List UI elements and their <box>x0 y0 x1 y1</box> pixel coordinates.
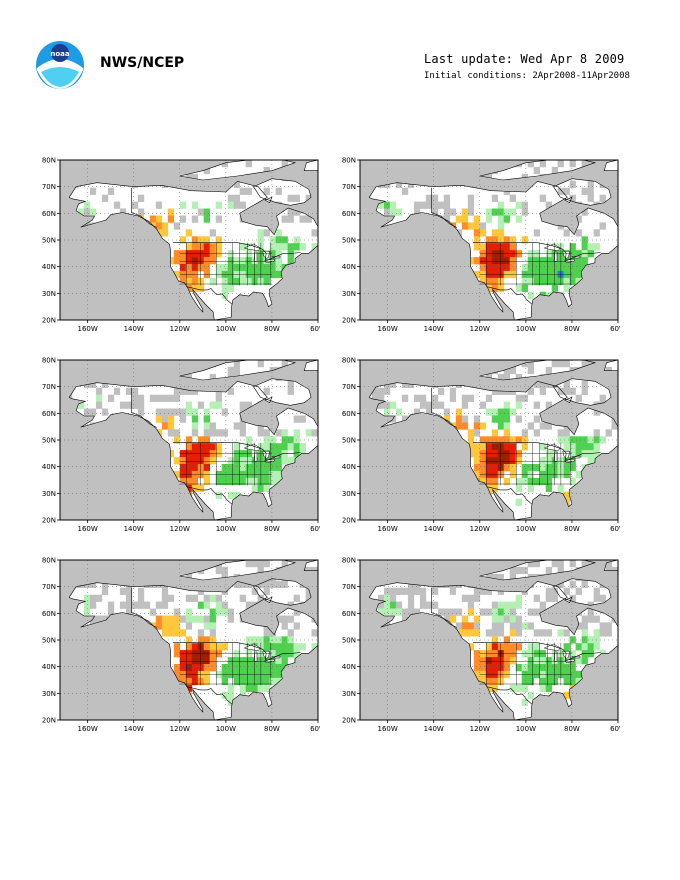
logo-wordmark: noaa <box>50 50 70 58</box>
lat-tick-label: 70N <box>42 183 56 191</box>
lon-tick-label: 100W <box>216 725 236 733</box>
lon-tick-label: 60W <box>310 325 320 333</box>
lon-tick-label: 100W <box>516 725 536 733</box>
lat-tick-label: 30N <box>342 290 356 298</box>
lat-tick-label: 20N <box>342 717 356 725</box>
lon-tick-label: 160W <box>77 725 97 733</box>
lon-tick-label: 60W <box>310 725 320 733</box>
lon-tick-label: 120W <box>470 525 490 533</box>
lon-tick-label: 140W <box>424 725 444 733</box>
lon-tick-label: 140W <box>124 725 144 733</box>
lat-tick-label: 20N <box>42 317 56 325</box>
lat-tick-label: 50N <box>42 437 56 445</box>
lat-tick-label: 40N <box>342 263 356 271</box>
lon-tick-label: 120W <box>170 525 190 533</box>
lon-tick-label: 80W <box>264 525 280 533</box>
lon-tick-label: 100W <box>216 525 236 533</box>
lat-tick-label: 20N <box>42 517 56 525</box>
lon-tick-label: 160W <box>377 725 397 733</box>
lat-tick-label: 30N <box>42 290 56 298</box>
lat-tick-label: 20N <box>342 517 356 525</box>
lon-tick-label: 80W <box>264 325 280 333</box>
lon-tick-label: 160W <box>77 525 97 533</box>
lon-tick-label: 60W <box>310 525 320 533</box>
lat-tick-label: 20N <box>42 717 56 725</box>
lon-tick-label: 100W <box>516 325 536 333</box>
lat-tick-label: 50N <box>42 237 56 245</box>
initial-conditions-text: Initial conditions: 2Apr2008-11Apr2008 <box>424 71 630 81</box>
lat-tick-label: 60N <box>42 210 56 218</box>
map-panel-4: 80N 70N 60N 50N 40N 30N 20N 160W 140W 120W 100W 80W… <box>340 355 620 535</box>
lat-tick-label: 60N <box>42 610 56 618</box>
lat-tick-label: 60N <box>342 210 356 218</box>
lat-tick-label: 40N <box>342 463 356 471</box>
lon-tick-label: 60W <box>610 525 620 533</box>
lon-tick-label: 160W <box>377 525 397 533</box>
lon-tick-label: 120W <box>470 325 490 333</box>
lon-tick-label: 120W <box>470 725 490 733</box>
lat-tick-label: 40N <box>42 463 56 471</box>
lat-tick-label: 70N <box>342 383 356 391</box>
lon-tick-label: 80W <box>564 325 580 333</box>
lat-tick-label: 60N <box>342 410 356 418</box>
lat-tick-label: 70N <box>42 383 56 391</box>
lon-tick-label: 120W <box>170 325 190 333</box>
lat-tick-label: 80N <box>42 357 56 365</box>
map-panel-3: 80N 70N 60N 50N 40N 30N 20N 160W 140W 120W 100W 80W… <box>40 355 320 535</box>
lat-tick-label: 40N <box>42 263 56 271</box>
lon-tick-label: 140W <box>124 525 144 533</box>
lat-tick-label: 30N <box>342 690 356 698</box>
lat-tick-label: 80N <box>342 357 356 365</box>
lon-tick-label: 140W <box>424 525 444 533</box>
lon-tick-label: 80W <box>564 525 580 533</box>
lat-tick-label: 30N <box>342 490 356 498</box>
lon-tick-label: 80W <box>264 725 280 733</box>
lon-tick-label: 80W <box>564 725 580 733</box>
lat-tick-label: 80N <box>342 557 356 565</box>
map-panel-2: 80N 70N 60N 50N 40N 30N 20N 160W 140W 120W 100W 80W… <box>340 155 620 335</box>
lat-tick-label: 20N <box>342 317 356 325</box>
lon-tick-label: 60W <box>610 725 620 733</box>
map-panel-1: 80N 70N 60N 50N 40N 30N 20N 160W 140W 120W 100W 80W… <box>40 155 320 335</box>
lon-tick-label: 160W <box>377 325 397 333</box>
lat-tick-label: 70N <box>342 183 356 191</box>
lat-tick-label: 50N <box>342 637 356 645</box>
lat-tick-label: 40N <box>42 663 56 671</box>
lat-tick-label: 50N <box>342 437 356 445</box>
lon-tick-label: 120W <box>170 725 190 733</box>
lat-tick-label: 70N <box>42 583 56 591</box>
lat-tick-label: 30N <box>42 690 56 698</box>
lat-tick-label: 60N <box>342 610 356 618</box>
map-panel-6: 80N 70N 60N 50N 40N 30N 20N 160W 140W 120W 100W 80W… <box>340 555 620 735</box>
lat-tick-label: 50N <box>42 637 56 645</box>
lat-tick-label: 70N <box>342 583 356 591</box>
lat-tick-label: 60N <box>42 410 56 418</box>
lat-tick-label: 80N <box>342 157 356 165</box>
last-update-text: Last update: Wed Apr 8 2009 <box>424 52 625 66</box>
lon-tick-label: 60W <box>610 325 620 333</box>
lat-tick-label: 30N <box>42 490 56 498</box>
lon-tick-label: 100W <box>516 525 536 533</box>
lat-tick-label: 80N <box>42 557 56 565</box>
lon-tick-label: 140W <box>424 325 444 333</box>
lon-tick-label: 140W <box>124 325 144 333</box>
lon-tick-label: 100W <box>216 325 236 333</box>
lat-tick-label: 80N <box>42 157 56 165</box>
lat-tick-label: 50N <box>342 237 356 245</box>
map-panel-5: 80N 70N 60N 50N 40N 30N 20N 160W 140W 120W 100W 80W… <box>40 555 320 735</box>
lat-tick-label: 40N <box>342 663 356 671</box>
lon-tick-label: 160W <box>77 325 97 333</box>
agency-title: NWS/NCEP <box>100 55 185 71</box>
noaa-logo: noaa <box>35 40 85 90</box>
